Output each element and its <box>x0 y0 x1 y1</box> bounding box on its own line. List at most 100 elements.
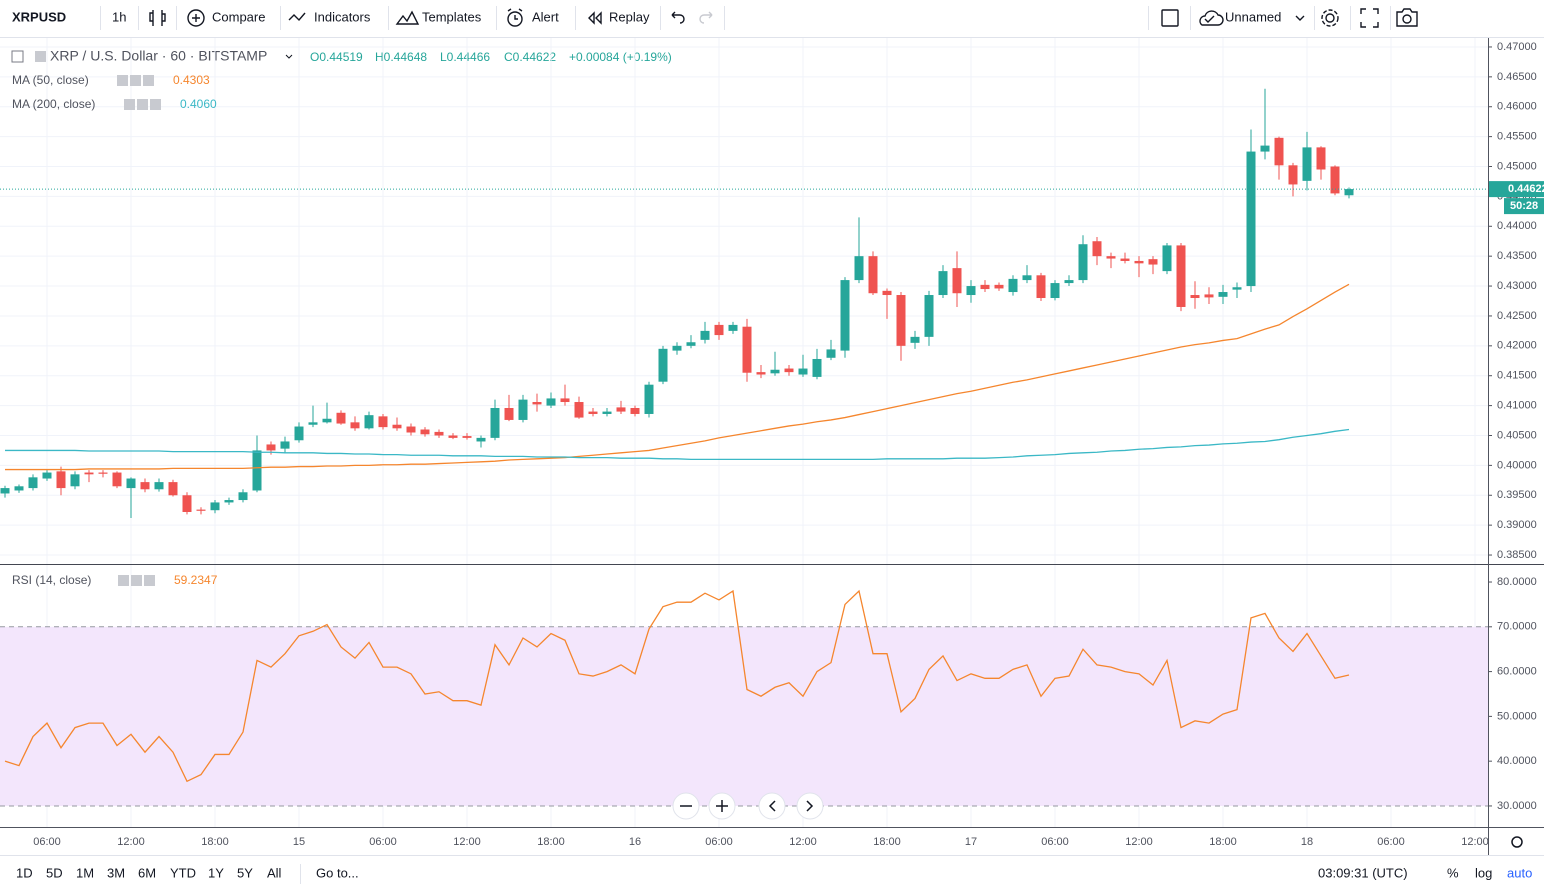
symbol-title: XRP / U.S. Dollar · 60 · BITSTAMP <box>50 48 267 64</box>
legend-icon[interactable] <box>117 75 128 86</box>
legend-icon[interactable] <box>144 575 155 586</box>
nav-button[interactable] <box>796 792 824 820</box>
settings-gear <box>1321 9 1339 27</box>
cloud-icon[interactable] <box>1199 10 1224 26</box>
legend-icon[interactable] <box>131 575 142 586</box>
candle-body <box>42 472 52 479</box>
toolbar: XRPUSD 1h Compare Indicators Templates A… <box>0 8 1544 38</box>
legend-icon[interactable] <box>118 575 129 586</box>
y-tick-label: 60.0000 <box>1497 665 1537 677</box>
scale-option[interactable]: log <box>1475 865 1492 880</box>
legend-icon[interactable] <box>137 99 148 110</box>
candle-body <box>70 474 80 487</box>
countdown: 50:28 <box>1510 200 1538 212</box>
replay-icon[interactable] <box>588 11 602 25</box>
alert-button[interactable]: Alert <box>532 9 559 24</box>
legend-icon[interactable] <box>150 99 161 110</box>
nav-button[interactable] <box>758 792 786 820</box>
lens <box>1402 14 1412 24</box>
candle-body <box>994 284 1004 289</box>
candle-body <box>1078 244 1088 281</box>
y-tick-label: 0.46000 <box>1497 101 1537 113</box>
goto-button[interactable]: Go to... <box>316 865 359 880</box>
close-value: C0.44622 <box>504 50 556 64</box>
settings-icon[interactable] <box>1325 13 1335 23</box>
range-button[interactable]: 6M <box>138 865 156 880</box>
range-button[interactable]: 5D <box>46 865 63 880</box>
candle-body <box>840 280 850 351</box>
candle-body <box>294 426 304 441</box>
candle-body <box>1162 245 1172 272</box>
axis-settings[interactable] <box>1511 836 1523 848</box>
y-tick-label: 0.47000 <box>1497 41 1537 53</box>
candle-body <box>112 472 122 487</box>
candle-body <box>798 368 808 375</box>
candle-body <box>686 342 696 346</box>
candle-body <box>1050 283 1060 299</box>
indicators-icon[interactable] <box>288 12 306 22</box>
candle-body <box>532 402 542 405</box>
compare-button[interactable]: Compare <box>212 9 265 24</box>
scale-option[interactable]: auto <box>1507 865 1532 880</box>
candle-body <box>1092 241 1102 257</box>
templates-button[interactable]: Templates <box>422 9 482 24</box>
candle-body <box>350 422 360 429</box>
range-button[interactable]: 1M <box>76 865 94 880</box>
replay-button[interactable]: Replay <box>609 9 650 24</box>
candle-body <box>588 411 598 414</box>
range-button[interactable]: All <box>267 865 282 880</box>
y-tick-label: 0.43500 <box>1497 250 1537 262</box>
undo-icon[interactable] <box>671 11 685 24</box>
symbol[interactable]: XRPUSD <box>12 9 66 24</box>
moving-average-line <box>5 283 1350 471</box>
scale-option[interactable]: % <box>1447 865 1459 880</box>
candle-body <box>910 336 920 343</box>
alert-icon[interactable] <box>507 11 523 27</box>
y-tick-label: 50.0000 <box>1497 710 1537 722</box>
indicators-button[interactable]: Indicators <box>314 9 371 24</box>
chart-type-icon[interactable] <box>149 10 166 26</box>
candle-body <box>896 295 906 346</box>
candle-body <box>1106 256 1116 259</box>
candle-body <box>756 372 766 375</box>
nav-icon <box>806 800 814 812</box>
select-icon[interactable] <box>1161 9 1179 27</box>
legend: XRP / U.S. Dollar · 60 · BITSTAMP O0.445… <box>11 48 672 64</box>
fullscreen-icon[interactable] <box>1360 8 1379 28</box>
layout-chevron[interactable] <box>1295 15 1305 21</box>
redo-icon[interactable] <box>699 11 713 24</box>
x-tick-label: 12:00 <box>453 836 481 848</box>
legend-icon[interactable] <box>130 75 141 86</box>
templates-icon[interactable] <box>395 10 420 25</box>
collapse-icon[interactable] <box>11 50 24 63</box>
interval[interactable]: 1h <box>112 9 126 24</box>
price-label-bg <box>1488 181 1544 198</box>
snapshot-icon[interactable] <box>1396 8 1418 27</box>
candle-body <box>826 349 836 358</box>
candle-body <box>1204 294 1214 298</box>
candle-body <box>658 348 668 382</box>
legend-icon[interactable] <box>143 75 154 86</box>
range-button[interactable]: 5Y <box>237 865 253 880</box>
candle-body <box>252 450 262 491</box>
range-button[interactable]: YTD <box>170 865 196 880</box>
candle-body <box>1316 147 1326 170</box>
x-tick-label: 15 <box>293 836 305 848</box>
y-tick-label: 40.0000 <box>1497 755 1537 767</box>
legend-icon[interactable] <box>124 99 135 110</box>
candle-body <box>1274 137 1284 166</box>
candle-body <box>182 495 192 512</box>
range-button[interactable]: 1D <box>16 865 33 880</box>
range-button[interactable]: 1Y <box>208 865 224 880</box>
y-tick-label: 0.39500 <box>1497 489 1537 501</box>
candle-body <box>210 502 220 511</box>
candle-body <box>882 290 892 296</box>
layout-name[interactable]: Unnamed <box>1225 9 1281 24</box>
candle-body <box>420 429 430 435</box>
title-chevron[interactable] <box>285 54 293 59</box>
candle-body <box>56 471 66 489</box>
range-button[interactable]: 3M <box>107 865 125 880</box>
candle-body <box>1232 287 1242 290</box>
candle-body <box>1148 259 1158 265</box>
compare-icon[interactable] <box>187 9 205 27</box>
